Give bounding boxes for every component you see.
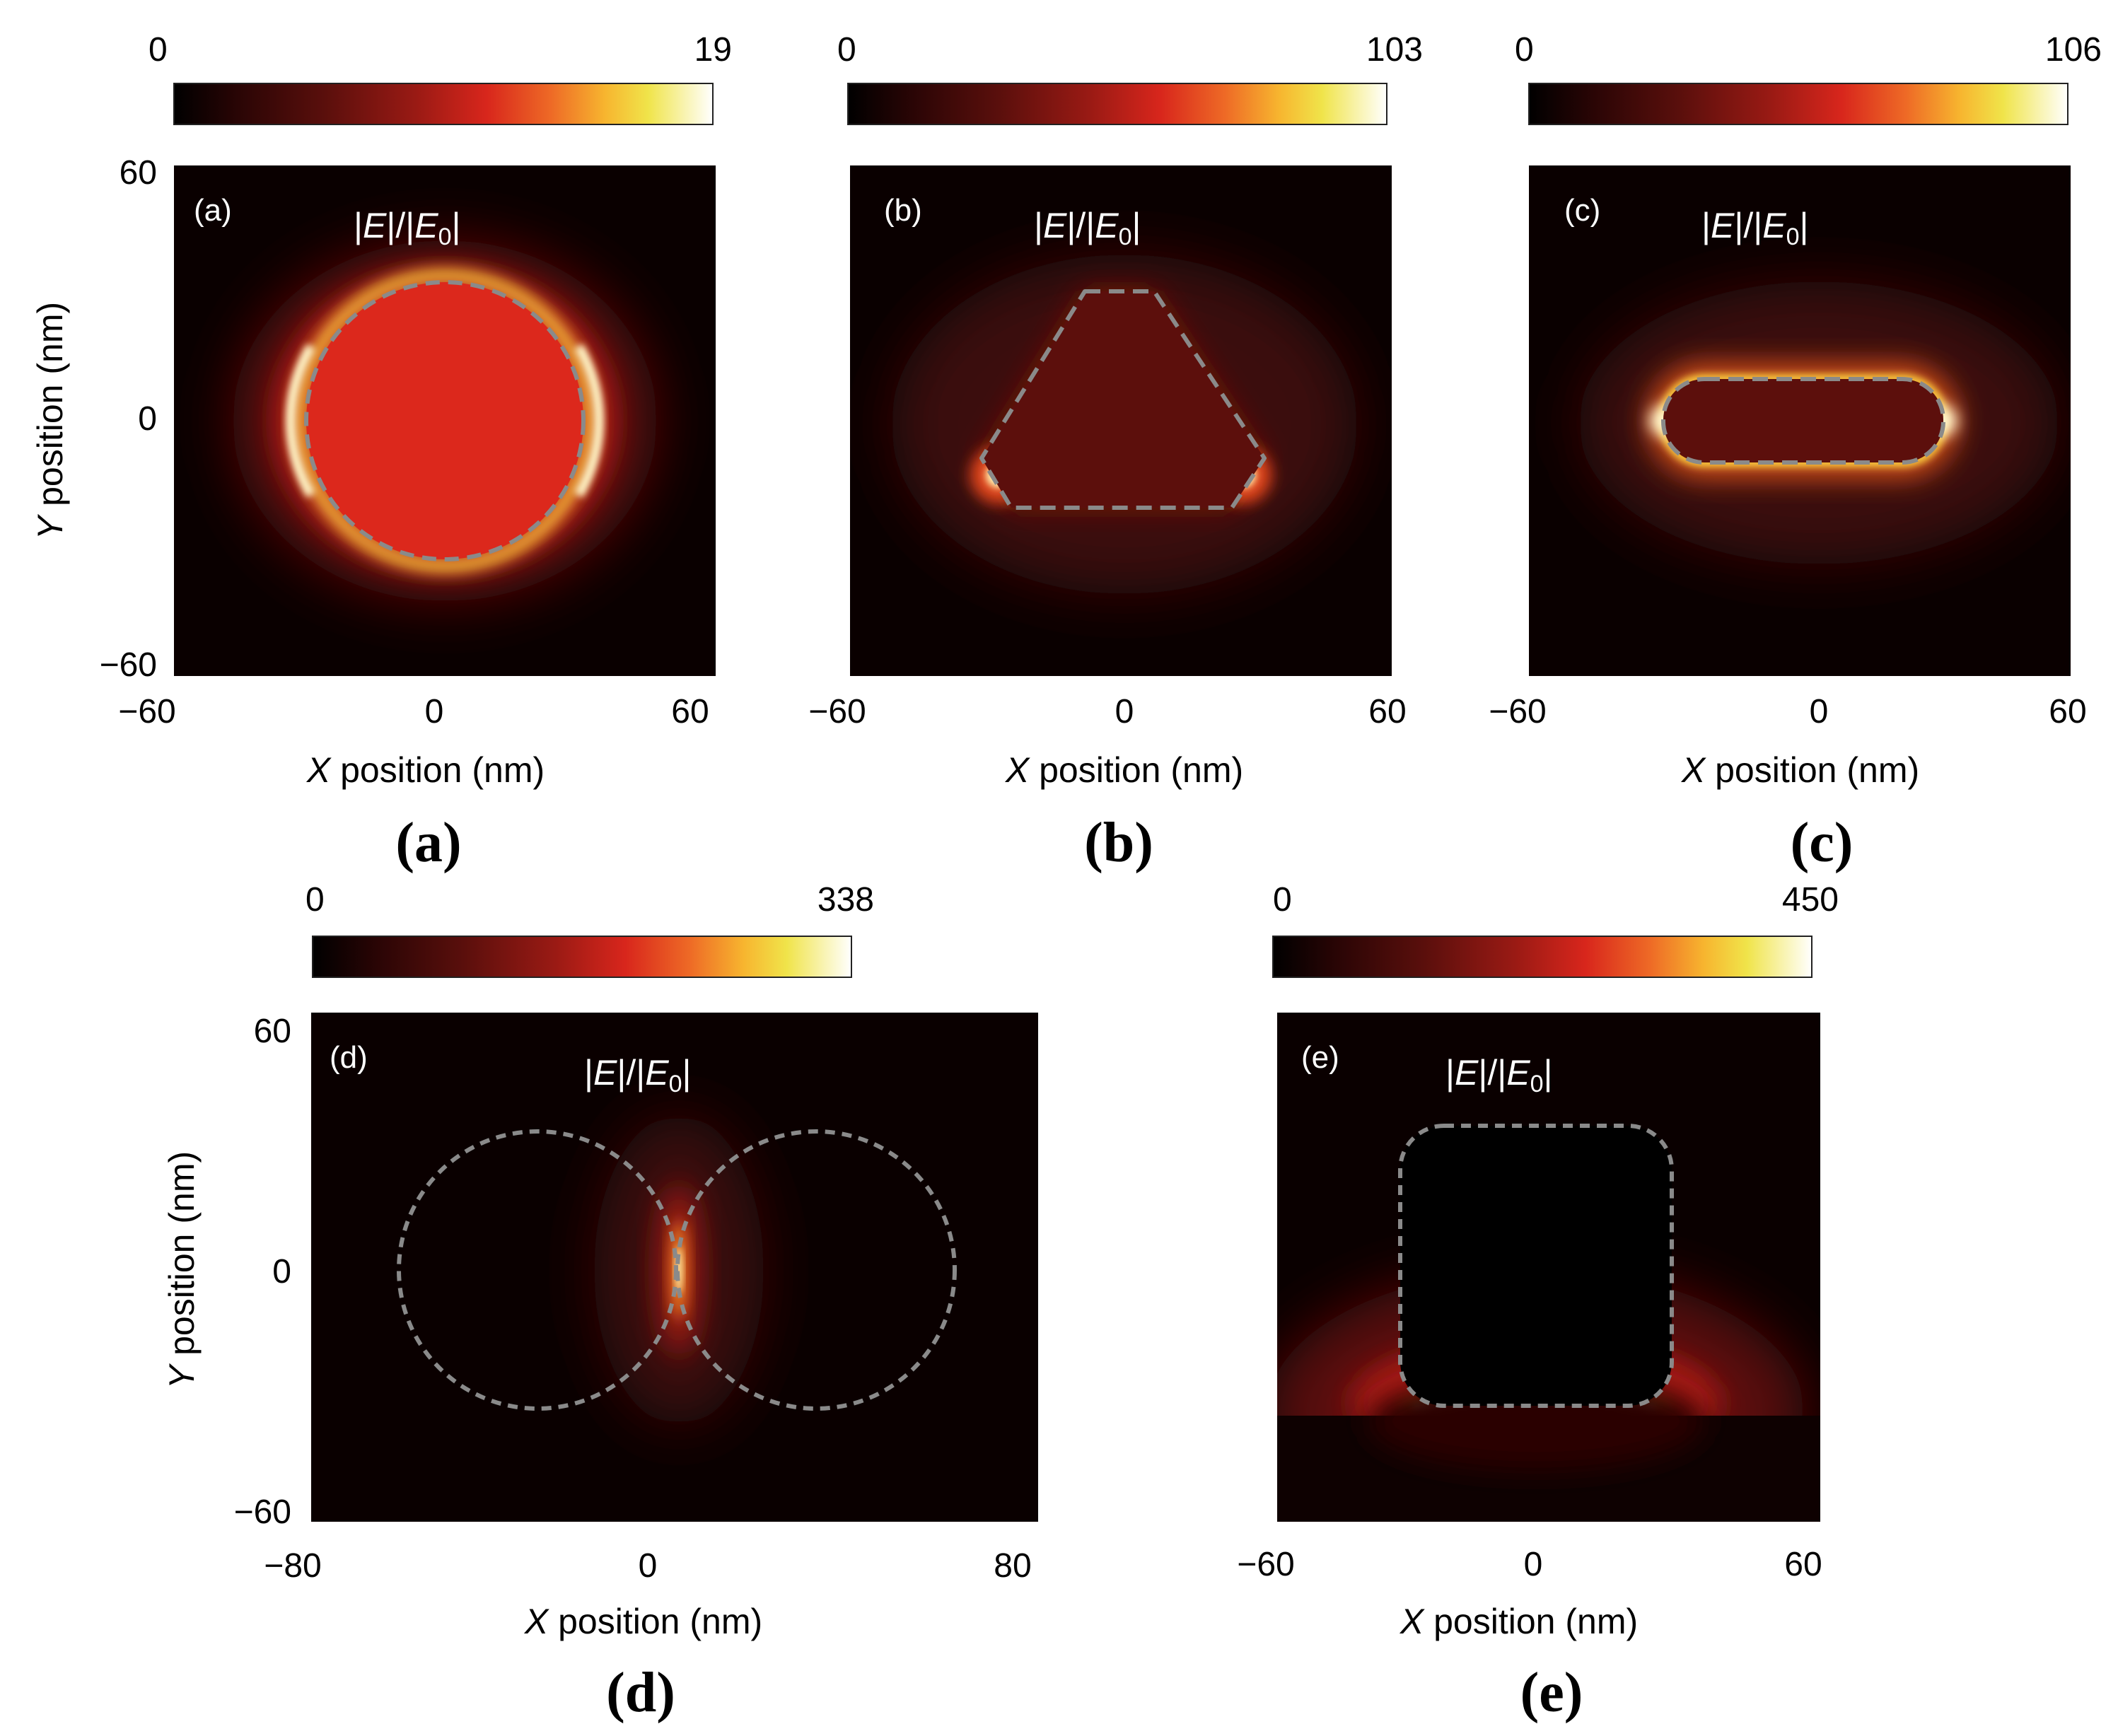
panel-c: 0 106 (c) |E|/|E0| −60 0 60 X position (… <box>1489 31 2102 874</box>
x-axis-label-b: X position (nm) <box>1005 750 1243 790</box>
y-tick-d-mid: 0 <box>272 1253 291 1291</box>
particle-e-outline <box>1398 1124 1674 1408</box>
x-tick-b-left: −60 <box>808 693 866 730</box>
panel-b-caption: (b) <box>1084 812 1153 874</box>
y-tick-d-bottom: −60 <box>234 1493 291 1531</box>
field-map-a <box>233 240 657 601</box>
colorbar-b-max: 103 <box>1366 31 1423 69</box>
particle-d-left-outline <box>397 1129 678 1411</box>
colorbar-a-min: 0 <box>149 31 168 69</box>
panel-e: 0 450 (e) |E|/|E0| −60 0 60 X position (… <box>1237 881 1839 1724</box>
panel-c-caption: (c) <box>1791 812 1854 874</box>
x-axis-label-c: X position (nm) <box>1681 750 1919 790</box>
particle-b-interior <box>982 291 1264 508</box>
particle-c-interior <box>1663 379 1943 462</box>
colorbar-d-max: 338 <box>817 881 874 919</box>
particle-d-right-outline <box>675 1129 957 1411</box>
particle-a-interior <box>306 282 583 559</box>
colorbar-e-max: 450 <box>1782 881 1839 919</box>
colorbar-c-max: 106 <box>2045 31 2102 69</box>
panel-c-inner-label: (c) <box>1564 193 1600 228</box>
x-axis-label-e: X position (nm) <box>1400 1602 1638 1641</box>
x-tick-c-left: −60 <box>1489 693 1546 730</box>
panel-e-caption: (e) <box>1520 1662 1583 1724</box>
particle-c-outline <box>1661 377 1945 465</box>
panel-c-quantity: |E|/|E0| <box>1701 206 1809 250</box>
x-tick-a-left: −60 <box>118 693 175 730</box>
colorbar-e <box>1272 936 1812 978</box>
y-tick-a-bottom: −60 <box>100 646 157 684</box>
colorbar-e-min: 0 <box>1273 881 1292 919</box>
panel-d-inner-label: (d) <box>330 1040 368 1075</box>
panel-b-inner-label: (b) <box>884 193 922 228</box>
x-tick-e-left: −60 <box>1237 1546 1294 1583</box>
x-tick-e-mid: 0 <box>1524 1546 1543 1583</box>
y-tick-a-mid: 0 <box>138 400 157 438</box>
panel-e-inner-label: (e) <box>1301 1040 1339 1075</box>
panel-d-caption: (d) <box>606 1662 675 1724</box>
x-tick-d-left: −80 <box>264 1547 321 1585</box>
colorbar-c <box>1528 83 2068 125</box>
panel-a-inner-label: (a) <box>194 193 232 228</box>
panel-a-quantity: |E|/|E0| <box>354 206 461 250</box>
panel-d-quantity: |E|/|E0| <box>584 1053 692 1097</box>
x-axis-label-a: X position (nm) <box>306 750 545 790</box>
colorbar-d <box>312 936 852 978</box>
y-axis-label-a: Y position (nm) <box>30 302 70 540</box>
x-tick-b-mid: 0 <box>1115 693 1134 730</box>
panel-b: 0 103 (b) |E|/|E0| −60 0 60 X position (… <box>808 31 1423 874</box>
particle-a-outline <box>304 280 586 561</box>
panel-b-quantity: |E|/|E0| <box>1034 206 1141 250</box>
x-tick-d-right: 80 <box>994 1547 1031 1585</box>
x-tick-b-right: 60 <box>1368 693 1406 730</box>
panel-a: 0 19 (a) |E|/|E0| 60 0 −60 Y position (n… <box>30 31 732 874</box>
colorbar-b-min: 0 <box>837 31 856 69</box>
x-tick-d-mid: 0 <box>639 1547 658 1585</box>
x-tick-c-right: 60 <box>2049 693 2086 730</box>
y-tick-a-top: 60 <box>120 154 157 192</box>
colorbar-a-max: 19 <box>694 31 732 69</box>
y-tick-d-top: 60 <box>254 1013 291 1050</box>
panel-a-caption: (a) <box>395 812 461 874</box>
particle-b-outline <box>979 289 1267 510</box>
x-tick-a-mid: 0 <box>425 693 444 730</box>
field-map-e <box>1277 1124 1820 1522</box>
x-tick-a-right: 60 <box>671 693 709 730</box>
particle-e-interior <box>1400 1126 1672 1406</box>
x-tick-e-right: 60 <box>1784 1546 1822 1583</box>
field-map-b <box>891 255 1358 594</box>
y-axis-label-d: Y position (nm) <box>162 1151 202 1389</box>
colorbar-a <box>173 83 714 125</box>
colorbar-c-min: 0 <box>1515 31 1534 69</box>
field-map-c <box>1578 281 2059 564</box>
x-axis-label-d: X position (nm) <box>524 1602 762 1641</box>
field-map-d <box>397 1114 957 1426</box>
panel-d: 0 338 (d) |E|/|E0| 60 0 −60 Y position (… <box>162 881 1038 1724</box>
colorbar-d-min: 0 <box>306 881 325 919</box>
x-tick-c-mid: 0 <box>1810 693 1829 730</box>
panel-e-quantity: |E|/|E0| <box>1445 1053 1553 1097</box>
colorbar-b <box>847 83 1387 125</box>
